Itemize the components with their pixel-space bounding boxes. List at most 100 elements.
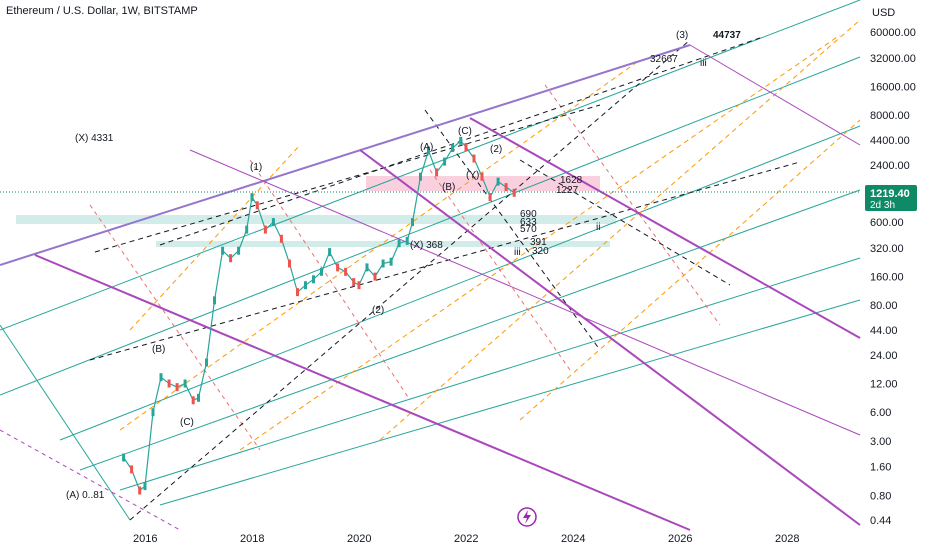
price-candle (221, 246, 225, 255)
lightning-icon[interactable] (517, 507, 537, 527)
price-candle (365, 263, 369, 272)
black-dashed-line (519, 159, 731, 286)
price-candle (288, 259, 291, 268)
price-series (122, 136, 516, 495)
price-candle (304, 281, 307, 290)
green-line (0, 56, 861, 396)
price-candle (271, 218, 275, 227)
annotation-wave-b-mid: (B) (442, 182, 455, 193)
purple-line-thick (34, 254, 691, 531)
purple-line (689, 44, 861, 146)
red-dashed-line (249, 159, 411, 401)
last-price-badge: 1219.40 2d 3h (865, 185, 917, 211)
time-tick-label: 2018 (240, 533, 264, 545)
price-tick-label: 4400.00 (870, 135, 910, 147)
price-tick-label: 60000.00 (870, 27, 916, 39)
price-candle (245, 225, 249, 234)
green-channel (0, 0, 861, 521)
green-line (79, 189, 861, 471)
annotation-wave-2: (2) (372, 305, 384, 316)
green-line (159, 299, 861, 506)
price-tick-label: 8000.00 (870, 110, 910, 122)
price-candle (191, 396, 195, 405)
price-tick-label: 0.80 (870, 490, 891, 502)
price-candle (504, 183, 508, 192)
price-candle (427, 146, 430, 155)
annotation-target-mid: 32667 (650, 54, 678, 65)
price-candle (167, 379, 171, 388)
price-candle (512, 188, 516, 197)
chart-title: Ethereum / U.S. Dollar, 1W, BITSTAMP (6, 5, 198, 17)
price-candle (213, 296, 216, 305)
annotations: (X) 4331 (1) (2) (B) (C) (A) 0..81 (3) 4… (66, 30, 741, 501)
price-candle (464, 143, 468, 151)
annotation-iii: iii (700, 58, 707, 69)
black-dashed-line (129, 39, 691, 521)
annotation-1628: 1628 (560, 175, 583, 186)
price-candle (175, 383, 179, 392)
green-line (0, 324, 131, 521)
price-candle (459, 136, 463, 145)
price-candle (197, 393, 200, 402)
annotation-iii-low: iii (514, 247, 521, 258)
price-axis[interactable]: USD 60000.00 32000.00 16000.00 8000.00 4400.… (870, 7, 916, 527)
price-candle (328, 248, 332, 257)
black-dashed-line (89, 161, 801, 361)
black-dashed-line (94, 104, 601, 253)
countdown: 2d 3h (870, 200, 895, 211)
annotation-wave-3: (3) (676, 30, 688, 41)
price-candle (435, 168, 439, 177)
black-dashed (89, 37, 801, 521)
red-dashed-line (89, 204, 261, 451)
purple-dashed-line (0, 429, 181, 531)
axis-currency: USD (872, 7, 895, 19)
price-candle (138, 486, 142, 495)
red-dashed-line (544, 84, 721, 326)
orange-dashed-line (239, 34, 841, 451)
price-tick-label: 1.60 (870, 462, 891, 474)
time-tick-label: 2016 (133, 533, 157, 545)
annotation-391: 391 (530, 237, 547, 248)
annotation-1227: 1227 (556, 185, 579, 196)
price-candle (159, 373, 163, 382)
red-fib (89, 84, 721, 451)
price-candle (389, 257, 393, 266)
price-candle (312, 275, 315, 284)
price-candle (373, 272, 377, 281)
orange-dashed-line (129, 144, 301, 331)
price-candle (344, 267, 348, 276)
price-line (123, 139, 515, 492)
price-tick-label: 12.00 (870, 379, 898, 391)
annotation-wave-a: (A) 0..81 (66, 490, 105, 501)
price-candle (250, 193, 254, 202)
price-candle (263, 225, 267, 234)
annotation-x-label: (X) 4331 (75, 133, 114, 144)
price-candle (279, 234, 283, 243)
price-candle (480, 172, 484, 181)
purple-channel (0, 44, 861, 531)
time-tick-label: 2026 (668, 533, 692, 545)
annotation-wave-a-top: (A) (420, 142, 433, 153)
price-candle (411, 218, 414, 227)
price-candle (352, 278, 356, 287)
annotation-ii: ii (596, 222, 600, 233)
green-line (0, 0, 861, 331)
annotation-x368: (X) 368 (410, 240, 443, 251)
price-tick-label: 80.00 (870, 300, 898, 312)
time-axis[interactable]: 2016 2018 2020 2022 2024 2026 2028 (133, 533, 799, 545)
price-candle (405, 236, 409, 245)
purple-line-thick (469, 117, 861, 339)
last-price-badge-bg (865, 185, 917, 211)
annotation-wave-2-top: (2) (490, 144, 502, 155)
price-candle (143, 482, 147, 491)
price-tick-label: 320.00 (870, 243, 904, 255)
purple-line (189, 149, 861, 436)
orange-fib (119, 19, 861, 451)
annotation-wave-1: (1) (250, 162, 262, 173)
price-candle (472, 154, 476, 163)
price-candle (320, 267, 323, 276)
annotation-633: 633 (520, 217, 537, 228)
price-candle (151, 408, 155, 417)
price-tick-label: 32000.00 (870, 53, 916, 65)
